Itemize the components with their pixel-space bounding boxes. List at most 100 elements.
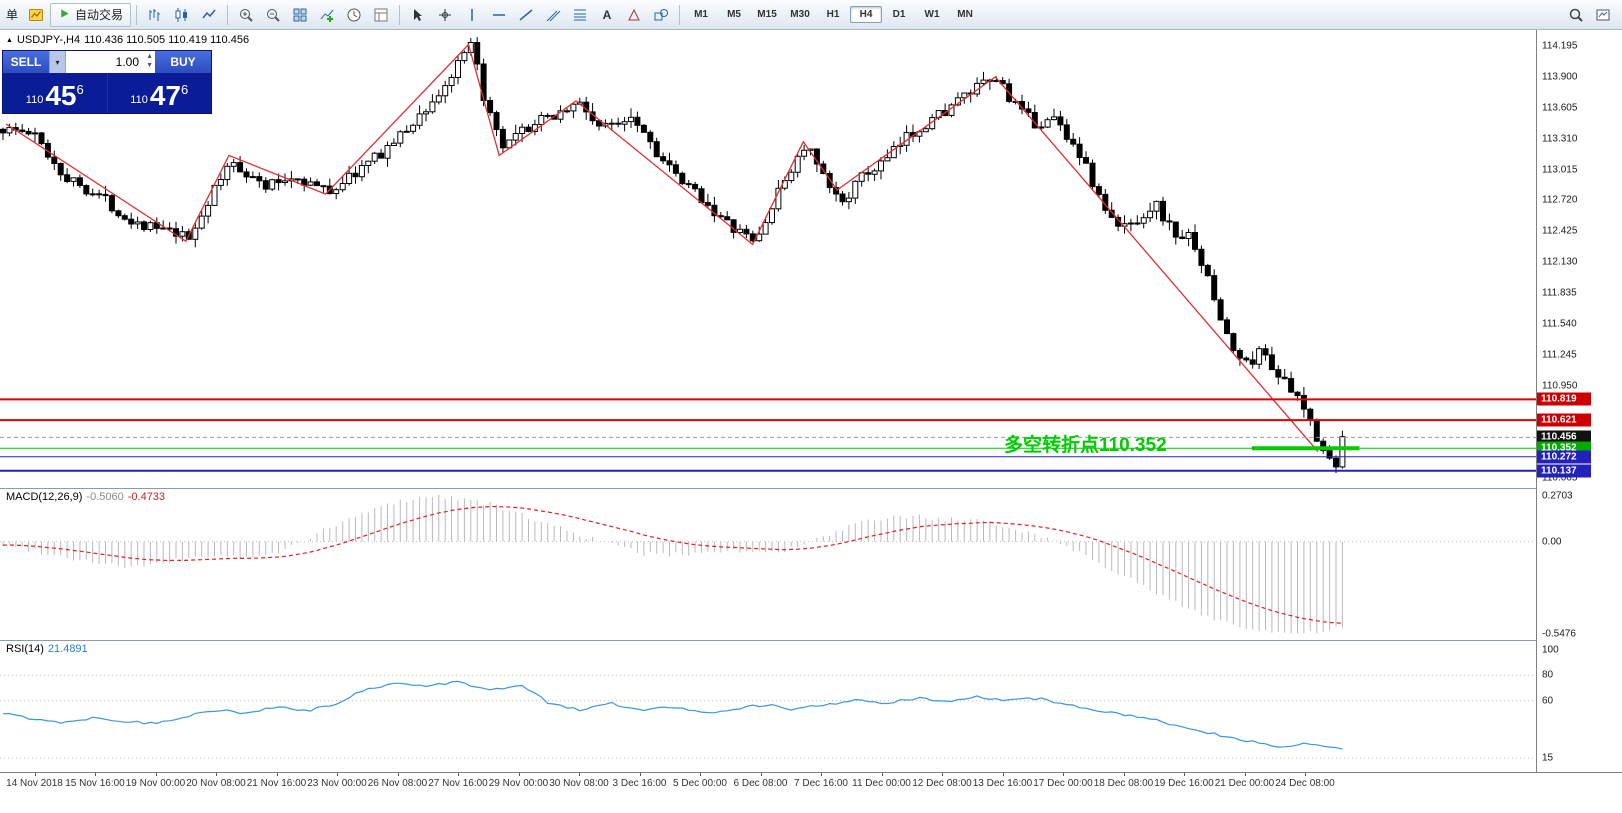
timeframe-m1-button[interactable]: M1 <box>694 9 708 20</box>
line-chart-icon[interactable] <box>196 3 222 27</box>
macd-svg[interactable] <box>0 488 1536 640</box>
price-tag: 110.456 <box>1537 430 1591 444</box>
price-axis-label: 60 <box>1542 695 1554 707</box>
timeframe-m15-button[interactable]: M15 <box>757 9 777 20</box>
time-axis-label: 13 Dec 16:00 <box>972 778 1033 789</box>
search-icon[interactable] <box>1563 3 1589 27</box>
time-axis-label: 11 Dec 00:00 <box>852 778 911 789</box>
clock-icon[interactable] <box>341 3 367 27</box>
bar-chart-icon[interactable] <box>142 3 168 27</box>
channel-icon[interactable] <box>540 3 566 27</box>
rsi-panel[interactable]: RSI(14) 21.4891 <box>0 640 1536 772</box>
spinner-down-icon[interactable]: ▼ <box>146 62 153 69</box>
sell-price-sup: 6 <box>76 82 84 97</box>
toolbar-right-group <box>1563 3 1616 27</box>
time-tick <box>337 773 338 776</box>
price-axis-label: -0.5476 <box>1542 628 1576 640</box>
main-toolbar: 单 自动交易 A M1 M5 M15 M30 H1 H4 D1 W1 MN <box>0 0 1622 30</box>
timeframe-h4-button[interactable]: H4 <box>850 6 883 23</box>
timeframe-mn-button[interactable]: MN <box>957 9 973 20</box>
toolbar-left-group <box>23 3 49 27</box>
window-tools-group <box>287 3 394 27</box>
vertical-line-icon[interactable] <box>459 3 485 27</box>
time-tick <box>579 773 580 776</box>
trendline-icon[interactable] <box>513 3 539 27</box>
volume-spinner[interactable]: ▲ ▼ <box>146 52 153 70</box>
panel-separator[interactable] <box>0 488 1622 489</box>
volume-input[interactable]: 1.00 ▲ ▼ <box>66 51 155 73</box>
time-axis[interactable]: 14 Nov 2018 15 Nov 16:00 19 Nov 00:00 20 No… <box>0 772 1622 813</box>
timeframe-h1-button[interactable]: H1 <box>826 9 840 20</box>
fibonacci-icon[interactable] <box>567 3 593 27</box>
price-tag: 110.272 <box>1537 450 1591 464</box>
main-price-chart[interactable]: 多空转折点110.352 ▲ USDJPY-,H4 110.436 110.50… <box>0 30 1536 488</box>
cursor-icon[interactable] <box>405 3 431 27</box>
new-order-icon[interactable] <box>23 3 49 27</box>
autotrading-button[interactable]: 自动交易 <box>50 2 132 27</box>
zoom-out-icon[interactable] <box>260 3 286 27</box>
price-tag: 110.137 <box>1537 464 1591 478</box>
time-tick <box>518 773 520 776</box>
toolbar-separator <box>399 4 401 25</box>
price-axis-label: 113.310 <box>1542 133 1578 145</box>
price-axis-label: 112.425 <box>1542 225 1578 237</box>
sell-price[interactable]: 110 45 6 <box>3 73 107 113</box>
price-axis-label: 112.720 <box>1542 194 1578 206</box>
time-axis-label: 21 Nov 16:00 <box>246 778 307 789</box>
time-tick <box>760 773 762 776</box>
macd-signal-value: -0.4733 <box>127 491 166 503</box>
arrow-label-icon[interactable] <box>621 3 647 27</box>
rsi-svg[interactable] <box>0 640 1536 772</box>
time-axis-label: 26 Nov 08:00 <box>367 778 428 789</box>
candlestick-chart-icon[interactable] <box>169 3 195 27</box>
timeframe-d1-button[interactable]: D1 <box>892 9 906 20</box>
price-tag: 110.621 <box>1537 413 1591 427</box>
toolbar-separator <box>227 4 229 25</box>
volume-dropdown-button[interactable]: ▾ <box>49 51 66 73</box>
buy-price[interactable]: 110 47 6 <box>106 73 212 113</box>
timeframe-m5-button[interactable]: M5 <box>727 9 741 20</box>
buy-button[interactable]: BUY <box>155 51 211 73</box>
price-axis[interactable]: 114.195 113.900 113.605 113.310 113.015 112.7… <box>1536 30 1622 772</box>
price-axis-label: 0.2703 <box>1542 490 1573 502</box>
sell-button[interactable]: SELL <box>3 51 49 73</box>
panel-separator[interactable] <box>0 640 1622 641</box>
price-axis-label: 112.130 <box>1542 256 1578 268</box>
time-tick <box>276 773 278 776</box>
price-axis-label: 15 <box>1542 752 1554 764</box>
time-tick <box>34 773 36 776</box>
zoom-in-icon[interactable] <box>233 3 259 27</box>
tile-windows-icon[interactable] <box>287 3 313 27</box>
time-axis-label: 18 Dec 08:00 <box>1093 778 1154 789</box>
time-axis-label: 30 Nov 08:00 <box>549 778 609 789</box>
price-chart-svg[interactable]: 多空转折点110.352 <box>0 30 1536 488</box>
timeframe-w1-button[interactable]: W1 <box>924 9 940 20</box>
price-axis-label: 113.605 <box>1542 102 1578 114</box>
rsi-label: RSI(14) 21.4891 <box>6 643 92 655</box>
text-icon[interactable]: A <box>594 3 620 27</box>
price-axis-label: 80 <box>1542 669 1554 681</box>
crosshair-icon[interactable] <box>432 3 458 27</box>
toolbar-separator <box>136 4 138 25</box>
time-axis-label: 19 Nov 00:00 <box>125 778 186 789</box>
price-axis-label: 111.540 <box>1542 318 1577 330</box>
drawing-tools-group: A <box>405 3 674 27</box>
autotrading-label: 自动交易 <box>75 8 124 22</box>
shapes-icon[interactable] <box>648 3 674 27</box>
time-tick <box>155 773 157 776</box>
spinner-up-icon[interactable]: ▲ <box>146 53 153 60</box>
templates-icon[interactable] <box>368 3 394 27</box>
time-axis-label: 29 Nov 00:00 <box>488 778 549 789</box>
symbol-title: USDJPY-,H4 <box>16 34 81 46</box>
timeframe-m30-button[interactable]: M30 <box>790 9 810 20</box>
add-indicator-icon[interactable] <box>314 3 340 27</box>
new-chart-icon[interactable] <box>1590 3 1616 27</box>
chart-type-group <box>142 3 222 27</box>
horizontal-line-icon[interactable] <box>486 3 512 27</box>
macd-histogram <box>2 494 1343 634</box>
sell-price-big: 45 <box>45 80 77 111</box>
time-axis-label: 24 Dec 08:00 <box>1275 778 1335 789</box>
price-axis-label: 0.00 <box>1542 536 1562 548</box>
menu-stub[interactable]: 单 <box>6 8 19 22</box>
macd-panel[interactable]: MACD(12,26,9) -0.5060 -0.4733 <box>0 488 1536 640</box>
